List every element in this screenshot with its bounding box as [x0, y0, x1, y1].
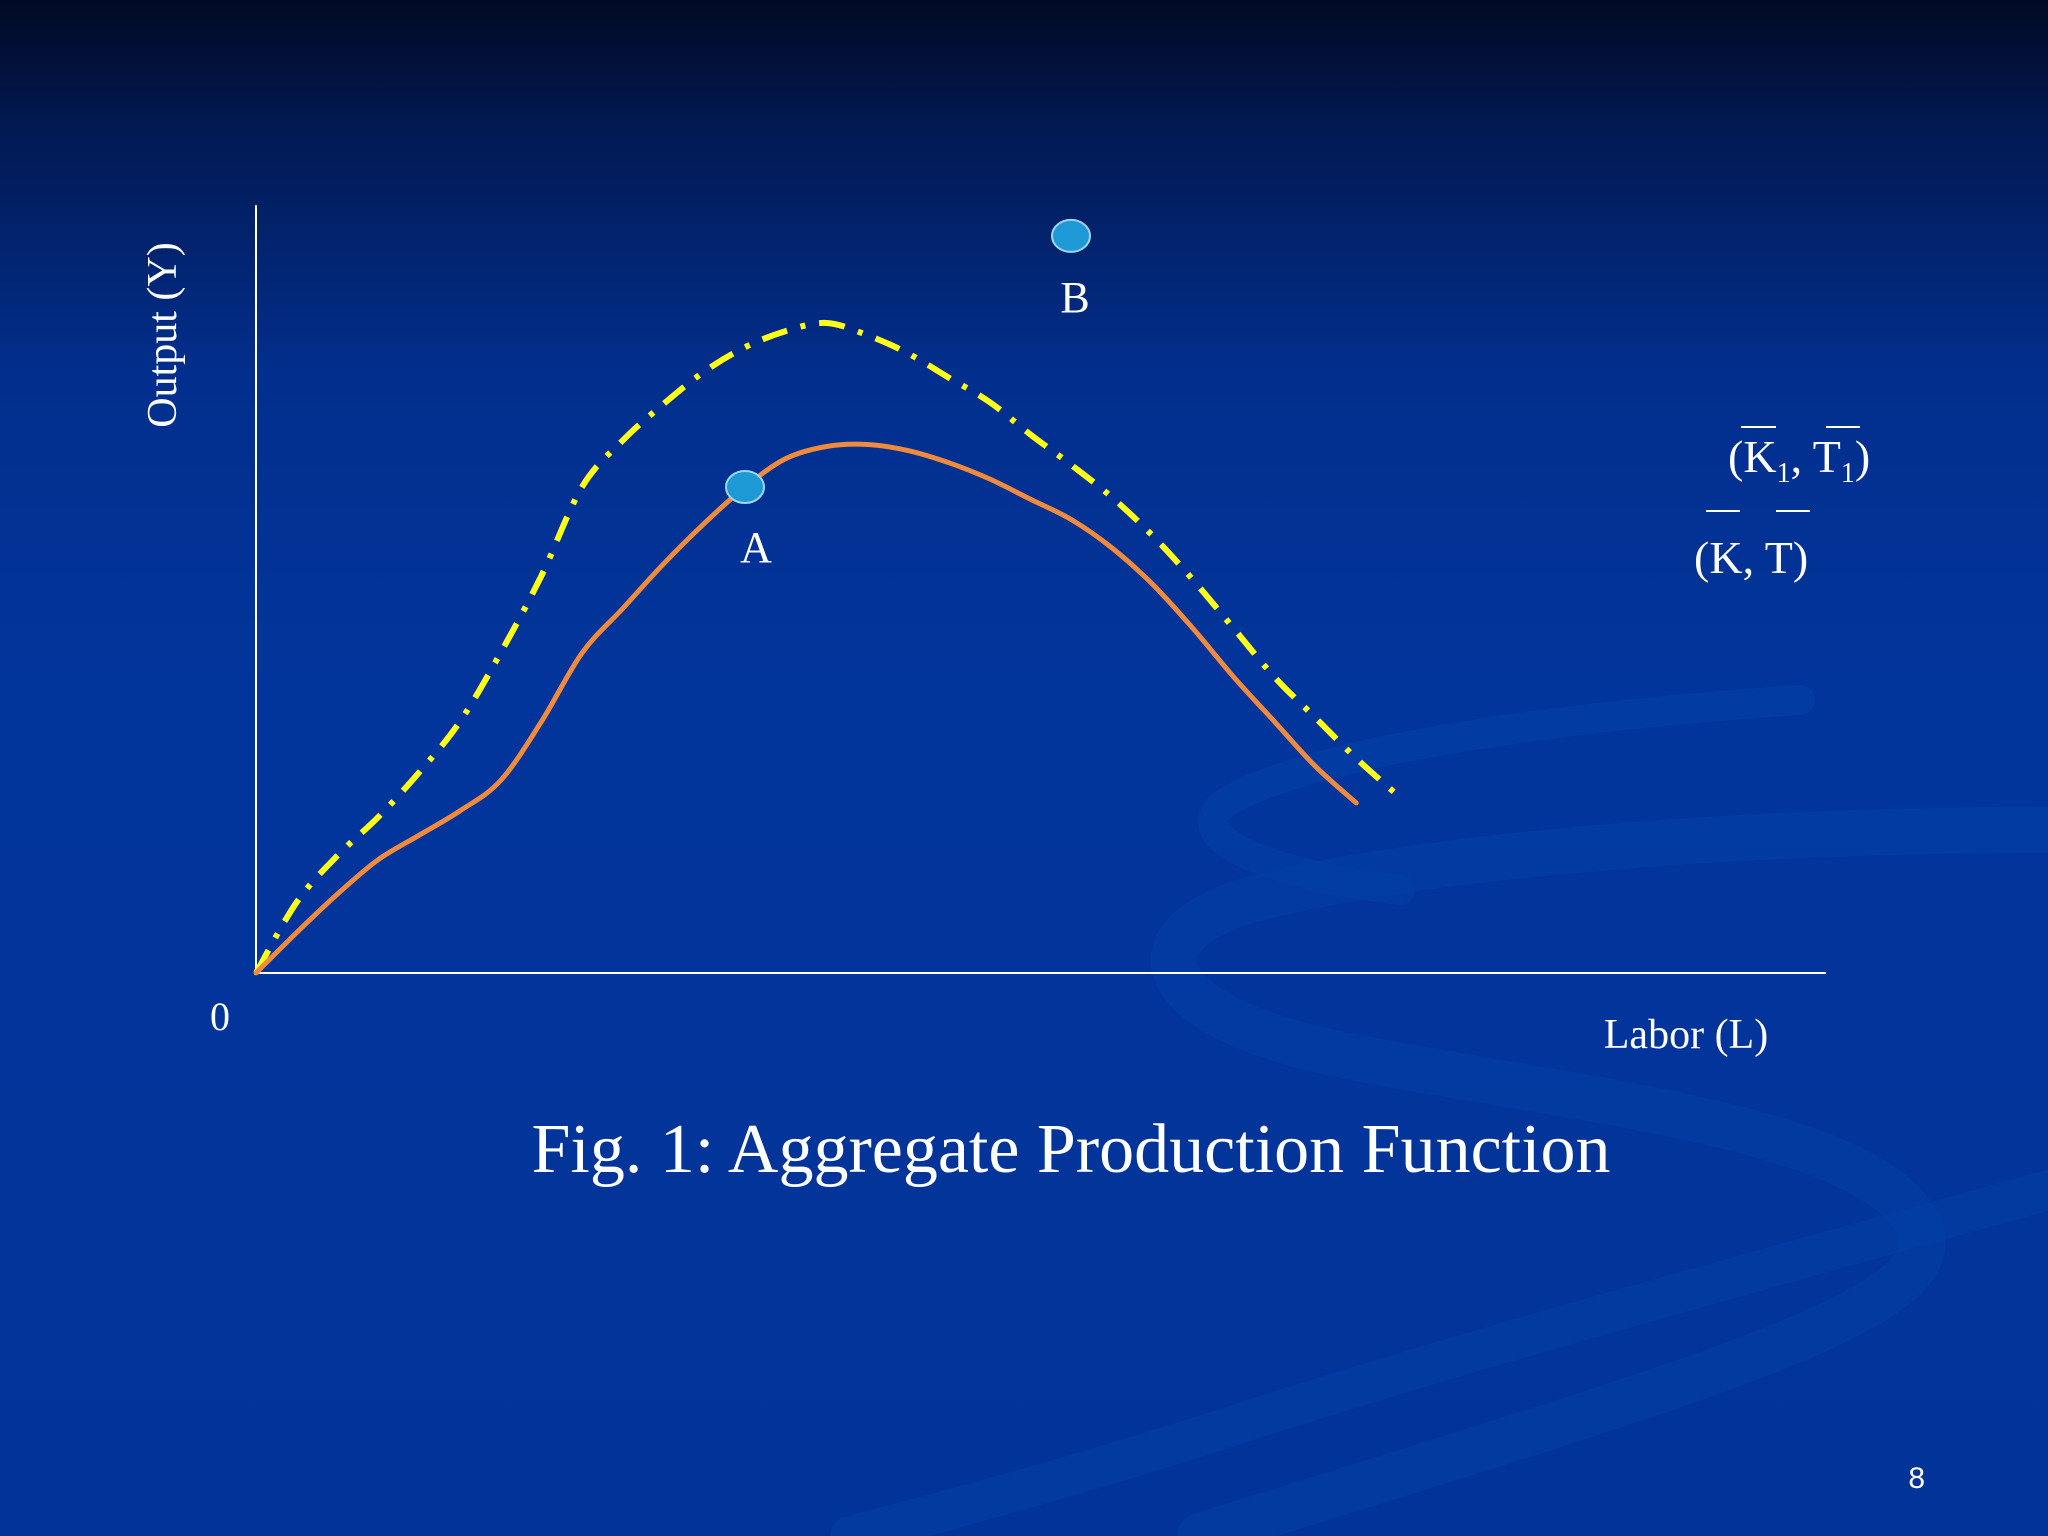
y-axis-label: Output (Y)	[140, 242, 186, 427]
x-axis-label: Labor (L)	[1604, 1012, 1768, 1058]
page-number: 8	[1908, 1462, 1925, 1495]
production-function-chart: A B 0 Labor (L) Output (Y) (K1, T1) (K, …	[140, 205, 1870, 1188]
series-line-k-t	[253, 441, 1359, 976]
svg-text:(K1, T1): (K1, T1)	[1728, 431, 1870, 489]
point-a-marker	[725, 470, 765, 504]
chart-title: Fig. 1: Aggregate Production Function	[531, 1111, 1610, 1188]
origin-label: 0	[210, 994, 230, 1039]
svg-text:(K, T): (K, T)	[1694, 532, 1808, 583]
series-label-k-t: (K, T)	[1694, 510, 1810, 583]
point-b-label: B	[1060, 273, 1089, 322]
point-a-label: A	[740, 523, 772, 572]
background-swoosh-decoration	[830, 685, 2048, 1536]
series-label-k1-t1: (K1, T1)	[1728, 426, 1870, 489]
series-line-k1-t1	[253, 319, 1400, 975]
point-b-marker	[1051, 218, 1091, 253]
